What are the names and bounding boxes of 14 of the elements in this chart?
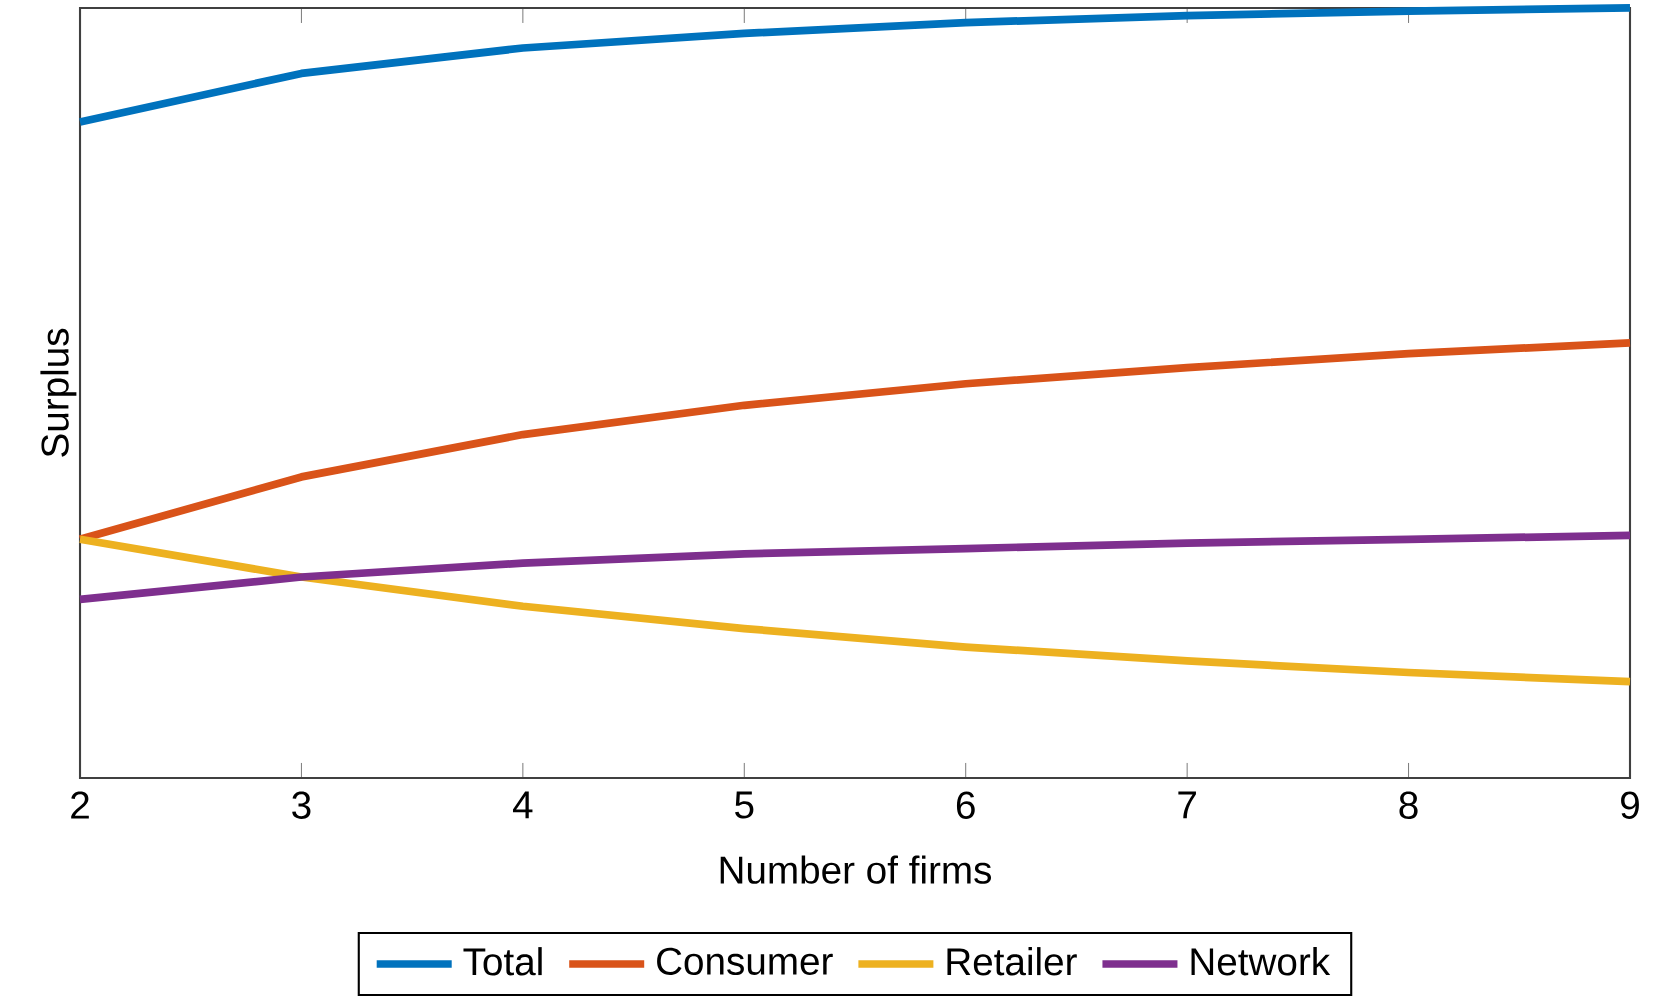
- x-tick-label: 6: [956, 791, 975, 819]
- legend-label: Consumer: [657, 947, 833, 975]
- legend-label: Retailer: [947, 947, 1077, 976]
- x-tick-label: 5: [735, 791, 754, 819]
- x-tick-label: 8: [1399, 791, 1418, 819]
- x-tick-label: 9: [1621, 791, 1639, 819]
- x-tick-label: 3: [292, 791, 311, 819]
- x-axis-title: Number of firms: [720, 855, 992, 884]
- x-tick-label: 2: [71, 791, 89, 819]
- x-tick-label: 7: [1178, 791, 1196, 819]
- x-tick-label: 4: [512, 791, 533, 819]
- legend-label: Total: [463, 947, 542, 976]
- legend-label: Network: [1191, 947, 1331, 976]
- y-axis-title: Surplus: [40, 328, 77, 457]
